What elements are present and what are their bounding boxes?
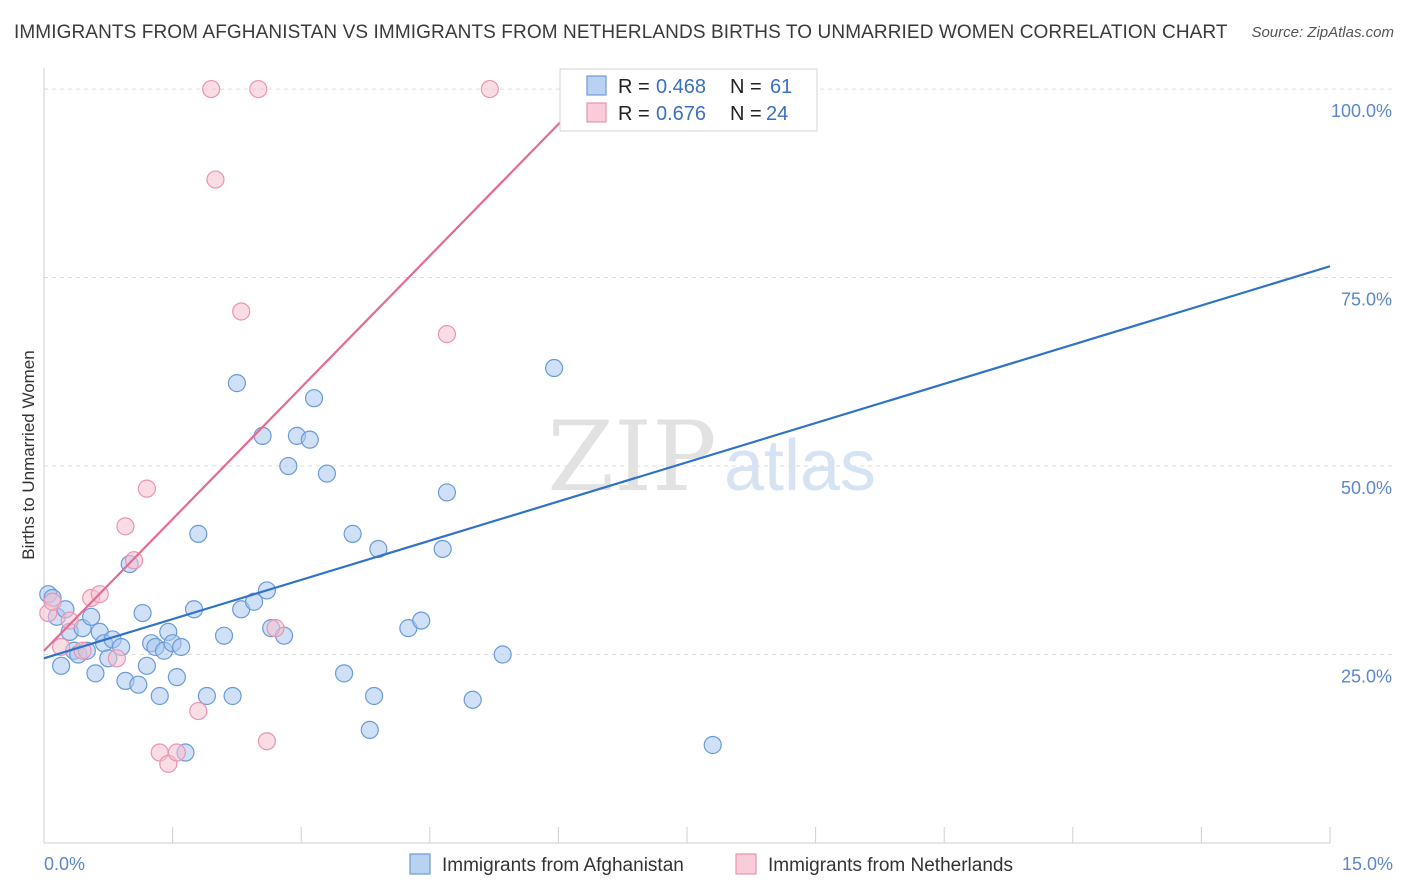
point-netherlands xyxy=(124,551,144,570)
point-afghanistan xyxy=(360,720,379,740)
point-afghanistan xyxy=(304,389,324,408)
point-afghanistan xyxy=(317,464,337,483)
point-afghanistan xyxy=(150,686,169,706)
point-netherlands xyxy=(202,79,221,99)
y-tick-label: 50.0% xyxy=(1341,478,1392,498)
point-netherlands xyxy=(232,302,251,321)
gridlines xyxy=(44,88,1392,656)
legend-swatch-afghanistan xyxy=(586,75,607,96)
point-netherlands xyxy=(437,325,457,344)
point-afghanistan xyxy=(129,675,148,694)
point-afghanistan xyxy=(172,637,191,657)
point-afghanistan xyxy=(82,607,101,626)
bottom-legend: Immigrants from Afghanistan Immigrants f… xyxy=(409,853,1013,876)
point-afghanistan xyxy=(223,686,242,706)
watermark-zip: ZIP xyxy=(547,401,716,513)
point-afghanistan xyxy=(253,426,272,445)
point-afghanistan xyxy=(227,374,246,393)
trend-lines xyxy=(43,88,1331,660)
y-tick-label: 75.0% xyxy=(1341,290,1392,310)
point-netherlands xyxy=(206,170,225,189)
axes xyxy=(43,68,1331,844)
bottom-legend-swatch-netherlands xyxy=(735,853,757,875)
watermark: ZIP atlas xyxy=(547,401,876,513)
legend-n-value-netherlands: 24 xyxy=(766,103,788,125)
bottom-legend-label-netherlands: Immigrants from Netherlands xyxy=(768,855,1013,876)
point-netherlands xyxy=(189,701,208,721)
point-afghanistan xyxy=(279,456,298,476)
point-netherlands xyxy=(73,641,92,660)
point-netherlands xyxy=(249,79,268,99)
legend-r-label-netherlands: R = xyxy=(618,103,650,125)
legend: R = 0.468 N = 61 R = 0.676 N = 24 xyxy=(559,68,818,132)
trend-line-afghanistan xyxy=(43,265,1331,660)
x-tick-label: 0.0% xyxy=(44,854,85,874)
point-afghanistan xyxy=(52,656,71,675)
y-tick-label: 100.0% xyxy=(1331,101,1392,121)
point-afghanistan xyxy=(364,686,384,706)
point-netherlands xyxy=(43,592,62,611)
point-netherlands xyxy=(480,79,499,99)
chart-title: IMMIGRANTS FROM AFGHANISTAN VS IMMIGRANT… xyxy=(14,22,1228,43)
point-afghanistan xyxy=(214,626,234,645)
point-afghanistan xyxy=(703,735,722,755)
legend-n-label-afghanistan: N = xyxy=(730,76,762,98)
point-afghanistan xyxy=(197,686,216,706)
point-netherlands xyxy=(167,743,186,762)
point-netherlands xyxy=(107,649,126,668)
legend-swatch-netherlands xyxy=(586,102,607,123)
trend-line-netherlands xyxy=(43,88,594,652)
point-afghanistan xyxy=(463,690,482,709)
point-afghanistan xyxy=(493,645,512,664)
point-afghanistan xyxy=(334,664,354,683)
point-netherlands xyxy=(137,479,156,498)
point-afghanistan xyxy=(167,668,186,687)
point-afghanistan xyxy=(343,524,362,543)
watermark-atlas: atlas xyxy=(724,426,876,506)
point-afghanistan xyxy=(133,603,152,623)
point-afghanistan xyxy=(412,611,431,630)
point-afghanistan xyxy=(86,664,105,683)
point-afghanistan xyxy=(437,483,457,502)
point-afghanistan xyxy=(300,430,319,449)
legend-n-label-netherlands: N = xyxy=(730,103,762,125)
point-afghanistan xyxy=(545,358,564,378)
point-netherlands xyxy=(60,611,79,630)
point-netherlands xyxy=(116,517,135,536)
legend-n-value-afghanistan: 61 xyxy=(770,76,792,98)
chart-source: Source: ZipAtlas.com xyxy=(1251,24,1394,41)
point-netherlands xyxy=(257,732,277,751)
point-afghanistan xyxy=(433,539,452,559)
y-tick-label: 25.0% xyxy=(1341,667,1392,687)
x-tick-label: 15.0% xyxy=(1342,854,1393,874)
legend-r-label-afghanistan: R = xyxy=(618,76,650,98)
bottom-legend-label-afghanistan: Immigrants from Afghanistan xyxy=(442,855,684,876)
point-netherlands xyxy=(266,619,285,638)
bottom-legend-swatch-afghanistan xyxy=(409,853,431,875)
point-afghanistan xyxy=(189,524,208,543)
legend-r-value-afghanistan: 0.468 xyxy=(656,76,706,98)
y-axis-label: Births to Unmarried Women xyxy=(19,350,38,559)
tick-labels: 25.0% 50.0% 75.0% 100.0% 0.0% 15.0% xyxy=(44,101,1393,874)
legend-r-value-netherlands: 0.676 xyxy=(656,103,706,125)
point-afghanistan xyxy=(137,656,156,675)
